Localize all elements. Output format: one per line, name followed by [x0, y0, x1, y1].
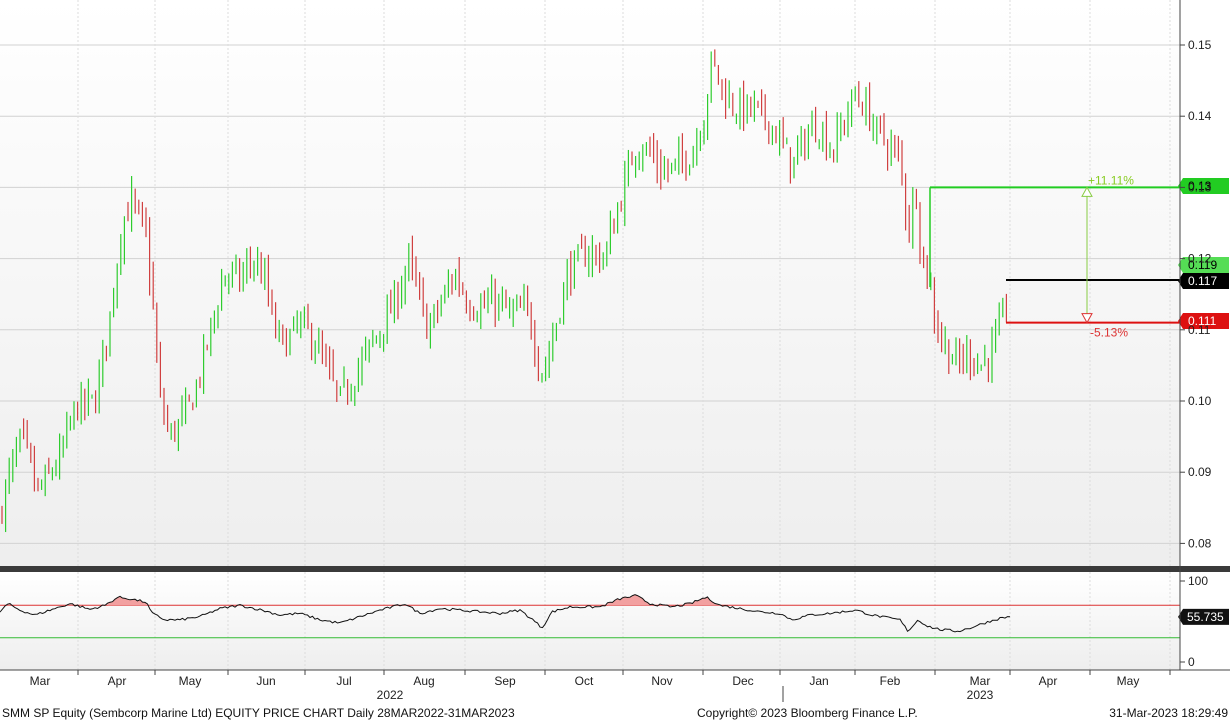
month-label: May — [179, 674, 202, 688]
rsi-panel-bg — [0, 572, 1180, 670]
month-label: Nov — [651, 674, 672, 688]
level-tag-label: 0.119 — [1188, 258, 1217, 272]
level-tag-label: 0.13 — [1188, 179, 1212, 193]
month-label: Sep — [494, 674, 516, 688]
rsi-overbought-fill — [685, 596, 720, 606]
rsi-last-tag — [1183, 608, 1229, 625]
month-label: Jul — [336, 674, 351, 688]
month-label: Aug — [413, 674, 434, 688]
level-tag-0.13 — [1183, 178, 1229, 194]
price-tick-label: 0.08 — [1188, 536, 1212, 550]
price-tick-label: 0.11 — [1188, 323, 1211, 337]
copyright-text: Copyright© 2023 Bloomberg Finance L.P. — [697, 706, 918, 720]
rsi-tick-label: 0 — [1188, 655, 1195, 669]
rsi-line — [0, 594, 1011, 633]
range-arrow-up — [1081, 186, 1093, 197]
downside-annotation: -5.13% — [1090, 326, 1128, 340]
panel-divider-right — [1180, 566, 1230, 572]
upside-annotation: +11.11% — [1088, 173, 1134, 187]
level-tag-0.111 — [1183, 313, 1229, 329]
level-tag-0.117 — [1183, 273, 1229, 289]
price-tick-label: 0.12 — [1188, 252, 1212, 266]
level-tag-label: 0.111 — [1188, 314, 1217, 328]
price-tick-label: 0.10 — [1188, 394, 1212, 408]
rsi-overbought-fill — [107, 596, 148, 606]
month-label: Apr — [108, 674, 127, 688]
month-label: Jun — [256, 674, 275, 688]
ticker-title: SMM SP Equity (Sembcorp Marine Ltd) EQUI… — [2, 706, 515, 720]
year-label-2023: 2023 — [967, 688, 994, 702]
year-label-2022: 2022 — [377, 688, 404, 702]
level-tag-0.119 — [1183, 257, 1229, 273]
month-label: Apr — [1039, 674, 1058, 688]
price-tick-label: 0.13 — [1188, 180, 1212, 194]
price-tick-label: 0.14 — [1188, 109, 1212, 123]
price-panel-bg — [0, 0, 1180, 566]
rsi-tick-label: 100 — [1188, 574, 1208, 588]
month-label: Mar — [970, 674, 991, 688]
month-label: Mar — [30, 674, 51, 688]
month-label: Oct — [575, 674, 594, 688]
timestamp-text: 31-Mar-2023 18:29:49 — [1109, 706, 1228, 720]
month-label: Dec — [732, 674, 753, 688]
level-tag-label: 0.117 — [1188, 274, 1217, 288]
rsi-overbought-fill — [607, 594, 653, 606]
month-label: Jan — [809, 674, 828, 688]
rsi-last-label: 55.735 — [1187, 610, 1224, 624]
panel-divider[interactable] — [0, 566, 1180, 572]
price-tick-label: 0.15 — [1188, 38, 1212, 52]
month-label: Feb — [880, 674, 901, 688]
range-arrow-down — [1081, 313, 1093, 324]
price-tick-label: 0.09 — [1188, 465, 1212, 479]
month-label: May — [1117, 674, 1140, 688]
